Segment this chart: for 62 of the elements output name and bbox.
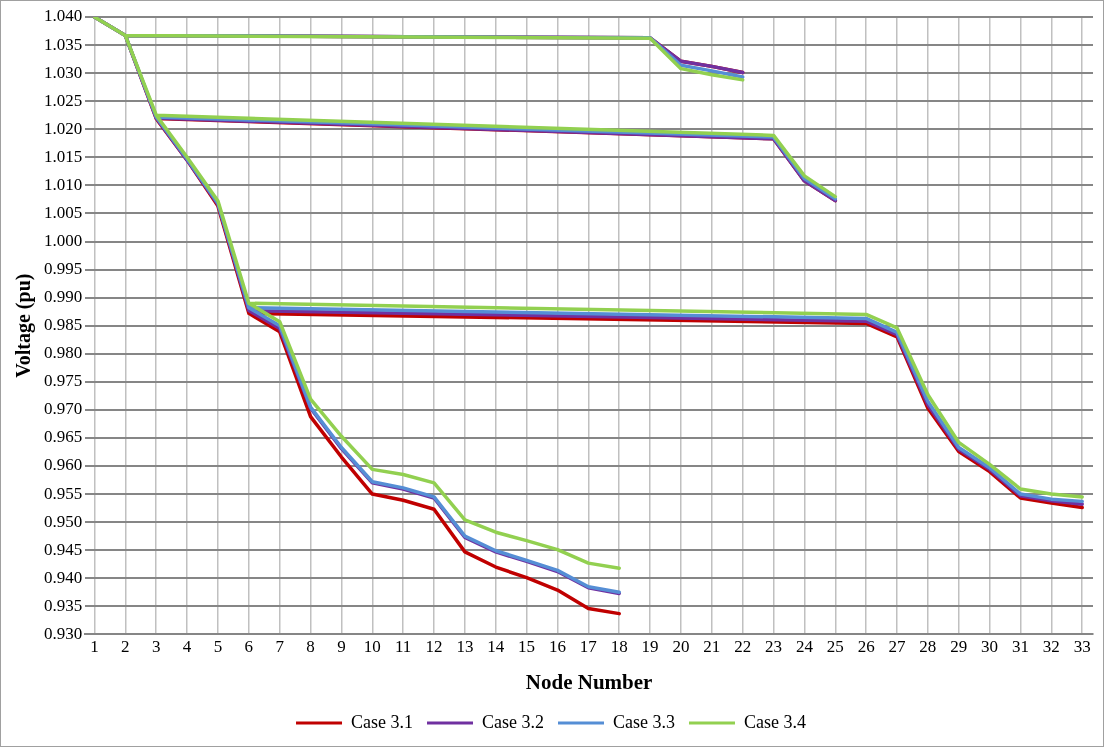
x-tick-label: 21 xyxy=(703,637,721,657)
y-tick-label: 0.930 xyxy=(44,623,83,643)
x-tick-label: 1 xyxy=(90,637,99,657)
y-tick-label: 0.955 xyxy=(44,483,83,503)
x-tick-label: 26 xyxy=(857,637,875,657)
x-tick-label: 28 xyxy=(919,637,937,657)
x-tick-label: 25 xyxy=(826,637,844,657)
x-tick-label: 22 xyxy=(734,637,752,657)
x-tick-label: 24 xyxy=(795,637,814,657)
x-tick-label: 14 xyxy=(487,637,505,657)
x-tick-label: 32 xyxy=(1042,637,1060,657)
y-tick-label: 0.990 xyxy=(44,287,83,307)
x-tick-label: 15 xyxy=(518,637,536,657)
y-tick-label: 0.995 xyxy=(44,259,83,279)
legend-label: Case 3.2 xyxy=(482,711,545,732)
y-tick-label: 0.940 xyxy=(44,567,83,587)
y-tick-label: 1.040 xyxy=(44,6,83,26)
y-tick-label: 0.960 xyxy=(44,455,83,475)
x-tick-label: 4 xyxy=(182,637,192,657)
x-tick-label: 5 xyxy=(213,637,223,657)
x-tick-label: 31 xyxy=(1011,637,1029,657)
x-tick-label: 16 xyxy=(548,637,566,657)
y-tick-label: 0.945 xyxy=(44,539,83,559)
x-tick-label: 7 xyxy=(275,637,285,657)
x-tick-label: 19 xyxy=(641,637,659,657)
x-tick-label: 13 xyxy=(456,637,474,657)
x-tick-label: 9 xyxy=(337,637,346,657)
y-tick-label: 0.980 xyxy=(44,343,83,363)
x-tick-label: 11 xyxy=(394,637,412,657)
x-tick-label: 10 xyxy=(363,637,381,657)
y-tick-label: 0.975 xyxy=(44,371,83,391)
x-tick-label: 6 xyxy=(244,637,254,657)
y-tick-label: 1.030 xyxy=(44,62,83,82)
y-axis-title: Voltage (pu) xyxy=(12,273,36,378)
y-tick-label: 1.005 xyxy=(44,202,83,222)
x-tick-label: 29 xyxy=(950,637,968,657)
y-tick-label: 0.950 xyxy=(44,511,83,531)
y-tick-label: 1.020 xyxy=(44,118,83,138)
x-tick-label: 20 xyxy=(672,637,690,657)
x-tick-label: 2 xyxy=(121,637,130,657)
x-tick-label: 23 xyxy=(765,637,783,657)
x-tick-label: 30 xyxy=(981,637,999,657)
x-tick-label: 17 xyxy=(579,637,598,657)
y-tick-label: 0.935 xyxy=(44,595,83,615)
x-tick-label: 8 xyxy=(306,637,315,657)
y-tick-label: 0.965 xyxy=(44,427,83,447)
y-tick-label: 1.010 xyxy=(44,174,83,194)
x-tick-label: 33 xyxy=(1073,637,1091,657)
x-tick-label: 27 xyxy=(888,637,907,657)
legend-label: Case 3.3 xyxy=(613,711,675,732)
y-tick-label: 1.035 xyxy=(44,34,83,54)
x-axis-title: Node Number xyxy=(525,669,653,694)
x-tick-label: 18 xyxy=(610,637,628,657)
y-tick-label: 1.015 xyxy=(44,146,83,166)
x-tick-label: 3 xyxy=(151,637,161,657)
x-tick-label: 12 xyxy=(425,637,443,657)
legend-label: Case 3.1 xyxy=(351,711,414,732)
y-tick-label: 0.970 xyxy=(44,399,83,419)
y-tick-label: 1.025 xyxy=(44,90,83,110)
y-tick-label: 0.985 xyxy=(44,315,83,335)
legend-label: Case 3.4 xyxy=(743,711,806,732)
y-tick-label: 1.000 xyxy=(44,230,83,250)
